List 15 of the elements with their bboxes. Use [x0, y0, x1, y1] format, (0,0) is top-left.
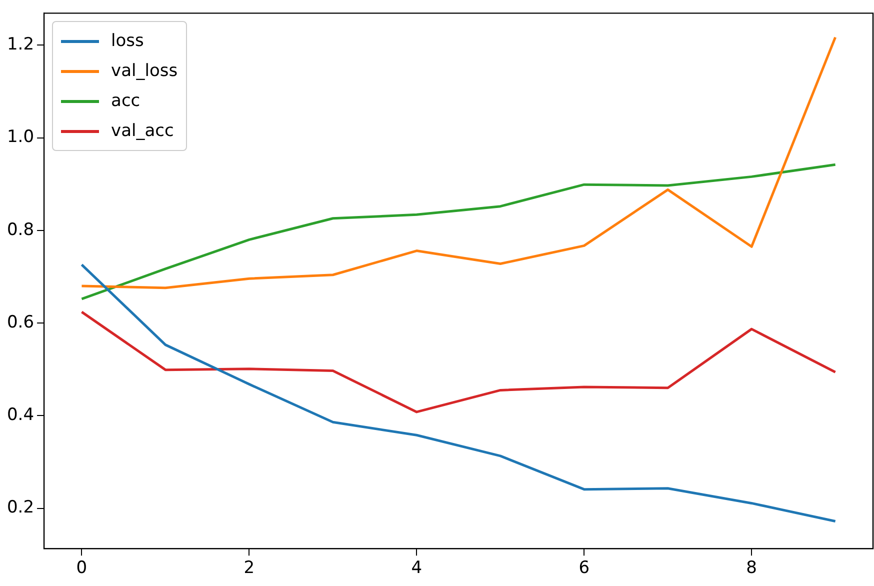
x-tick-label: 4: [411, 558, 422, 578]
x-tick-label: 8: [746, 558, 757, 578]
legend-label: val_loss: [111, 61, 178, 82]
y-tick-label: 0.4: [6, 405, 34, 426]
x-tick-label: 6: [578, 558, 590, 578]
y-tick-label: 0.6: [6, 312, 34, 332]
y-tick-label: 0.2: [6, 498, 34, 518]
legend-label: val_acc: [111, 121, 174, 142]
x-tick-label: 0: [76, 558, 88, 578]
legend-label: loss: [111, 31, 144, 52]
legend-label: acc: [111, 91, 140, 112]
x-tick-label: 2: [244, 558, 255, 578]
y-tick-label: 0.8: [6, 220, 34, 240]
y-tick-label: 1.2: [6, 34, 34, 55]
y-tick-label: 1.0: [6, 127, 34, 148]
